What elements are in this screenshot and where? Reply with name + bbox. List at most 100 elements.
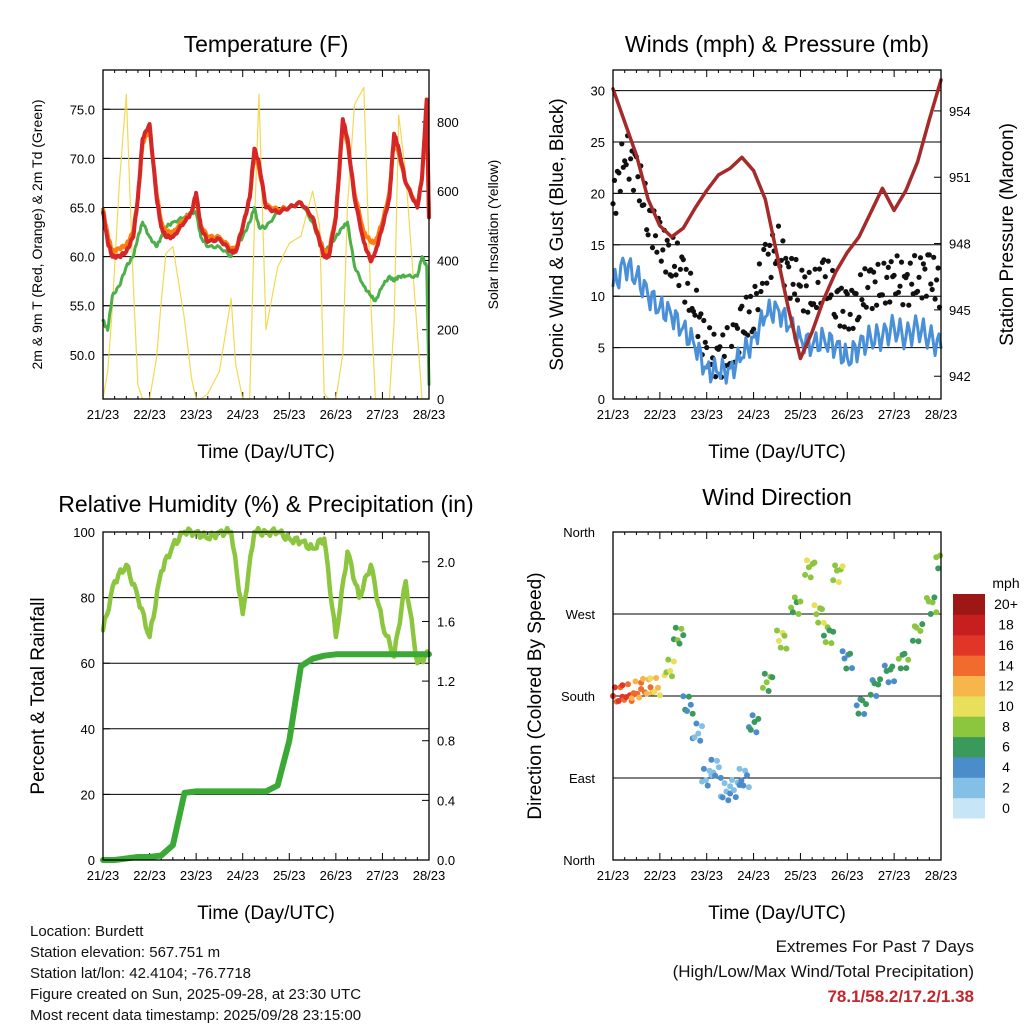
gust-point xyxy=(783,255,789,261)
direction-point xyxy=(875,681,882,688)
gust-point xyxy=(859,297,865,303)
y2-tick-label: 948 xyxy=(949,237,971,252)
plot-frame xyxy=(612,69,942,400)
gust-point xyxy=(674,240,681,246)
x-tick-label: 22/23 xyxy=(644,868,677,883)
gust-point xyxy=(751,326,757,332)
gust-point xyxy=(881,260,887,266)
colorbar-swatch xyxy=(953,777,985,799)
gust-point xyxy=(833,314,839,320)
direction-point xyxy=(929,599,936,606)
gust-point xyxy=(636,198,643,204)
direction-point xyxy=(653,675,660,681)
x-axis-label: Time (Day/UTC) xyxy=(197,442,335,463)
direction-point xyxy=(715,764,722,771)
x-tick-label: 25/23 xyxy=(273,868,306,883)
colorbar-swatch xyxy=(953,736,985,758)
x-tick-label: 24/23 xyxy=(737,407,770,422)
y-tick-label: 60 xyxy=(81,656,95,671)
gust-point xyxy=(797,283,804,289)
extremes-subtitle: (High/Low/Max Wind/Total Precipitation) xyxy=(672,962,974,981)
direction-point xyxy=(678,625,685,632)
direction-point xyxy=(863,701,869,708)
x-tick-label: 24/23 xyxy=(226,407,259,422)
direction-point xyxy=(669,673,675,680)
gust-point xyxy=(613,210,619,216)
gust-point xyxy=(850,325,856,331)
direction-point xyxy=(749,712,756,719)
direction-point xyxy=(647,684,654,691)
gust-point xyxy=(671,263,678,269)
y2-tick-label: 2.0 xyxy=(437,555,455,570)
gust-point xyxy=(822,274,828,280)
gust-point xyxy=(767,242,773,248)
gust-point xyxy=(704,344,710,351)
x-tick-label: 21/23 xyxy=(87,868,120,883)
direction-point xyxy=(727,783,734,790)
gust-point xyxy=(909,281,915,287)
direction-point xyxy=(691,734,698,741)
direction-point xyxy=(802,571,809,578)
y-axis-label: 2m & 9m T (Red, Orange) & 2m Td (Green) xyxy=(29,100,45,370)
x-tick-label: 25/23 xyxy=(273,407,306,422)
x-tick-label: 27/23 xyxy=(878,407,911,422)
direction-point xyxy=(714,757,720,764)
direction-point xyxy=(927,611,934,617)
direction-point xyxy=(849,665,855,672)
y-tick-label: North xyxy=(563,853,595,868)
direction-point xyxy=(651,688,658,695)
y-tick-label: 40 xyxy=(81,722,95,737)
direction-point xyxy=(895,655,902,662)
x-tick-label: 22/23 xyxy=(644,407,677,422)
direction-point xyxy=(747,726,754,733)
direction-point xyxy=(636,694,643,701)
gust-point xyxy=(862,266,868,272)
y-tick-label: 5 xyxy=(598,341,605,356)
y2-tick-label: 1.2 xyxy=(437,674,455,689)
y2-axis-label: Station Pressure (Maroon) xyxy=(997,123,1018,346)
direction-point xyxy=(807,574,814,581)
extremes-title: Extremes For Past 7 Days xyxy=(775,937,974,956)
gust-point xyxy=(846,326,852,332)
gust-point xyxy=(917,255,924,261)
x-tick-label: 23/23 xyxy=(180,868,213,883)
gust-point xyxy=(746,309,752,315)
gust-point xyxy=(729,343,735,349)
direction-point xyxy=(917,628,924,634)
gust-point xyxy=(658,258,664,264)
gust-point xyxy=(734,325,741,331)
gust-point xyxy=(628,156,634,162)
y-tick-label: East xyxy=(569,771,595,786)
direction-point xyxy=(745,784,752,791)
gust-point xyxy=(764,280,770,286)
x-tick-label: 21/23 xyxy=(597,407,630,422)
gust-point xyxy=(654,249,660,255)
gust-point xyxy=(857,272,864,278)
gust-point xyxy=(906,302,912,308)
direction-point xyxy=(667,667,674,674)
y2-tick-label: 400 xyxy=(437,253,459,268)
direction-point xyxy=(915,638,922,645)
direction-point xyxy=(744,772,750,779)
y-tick-label: 100 xyxy=(73,525,95,540)
direction-point xyxy=(897,665,904,672)
x-axis-label: Time (Day/UTC) xyxy=(708,442,846,463)
direction-point xyxy=(700,765,707,772)
direction-point xyxy=(672,624,679,631)
direction-point xyxy=(789,609,796,616)
direction-point xyxy=(797,598,804,605)
gust-point xyxy=(812,266,818,272)
gust-point xyxy=(934,277,940,283)
gust-point xyxy=(919,295,925,301)
x-tick-label: 28/23 xyxy=(413,868,446,883)
gust-point xyxy=(874,302,880,308)
wind-direction-panel: Wind Direction Time (Day/UTC) Direction (C… xyxy=(525,484,957,924)
direction-point xyxy=(820,619,827,626)
gust-point xyxy=(641,202,647,208)
gust-point xyxy=(789,255,795,262)
y-axis-label: Sonic Wind & Gust (Blue, Black) xyxy=(547,98,568,370)
direction-point xyxy=(732,794,739,801)
colorbar-label: 20+ xyxy=(994,596,1018,612)
direction-point xyxy=(647,675,654,682)
series-line-station-pressure xyxy=(611,78,943,361)
